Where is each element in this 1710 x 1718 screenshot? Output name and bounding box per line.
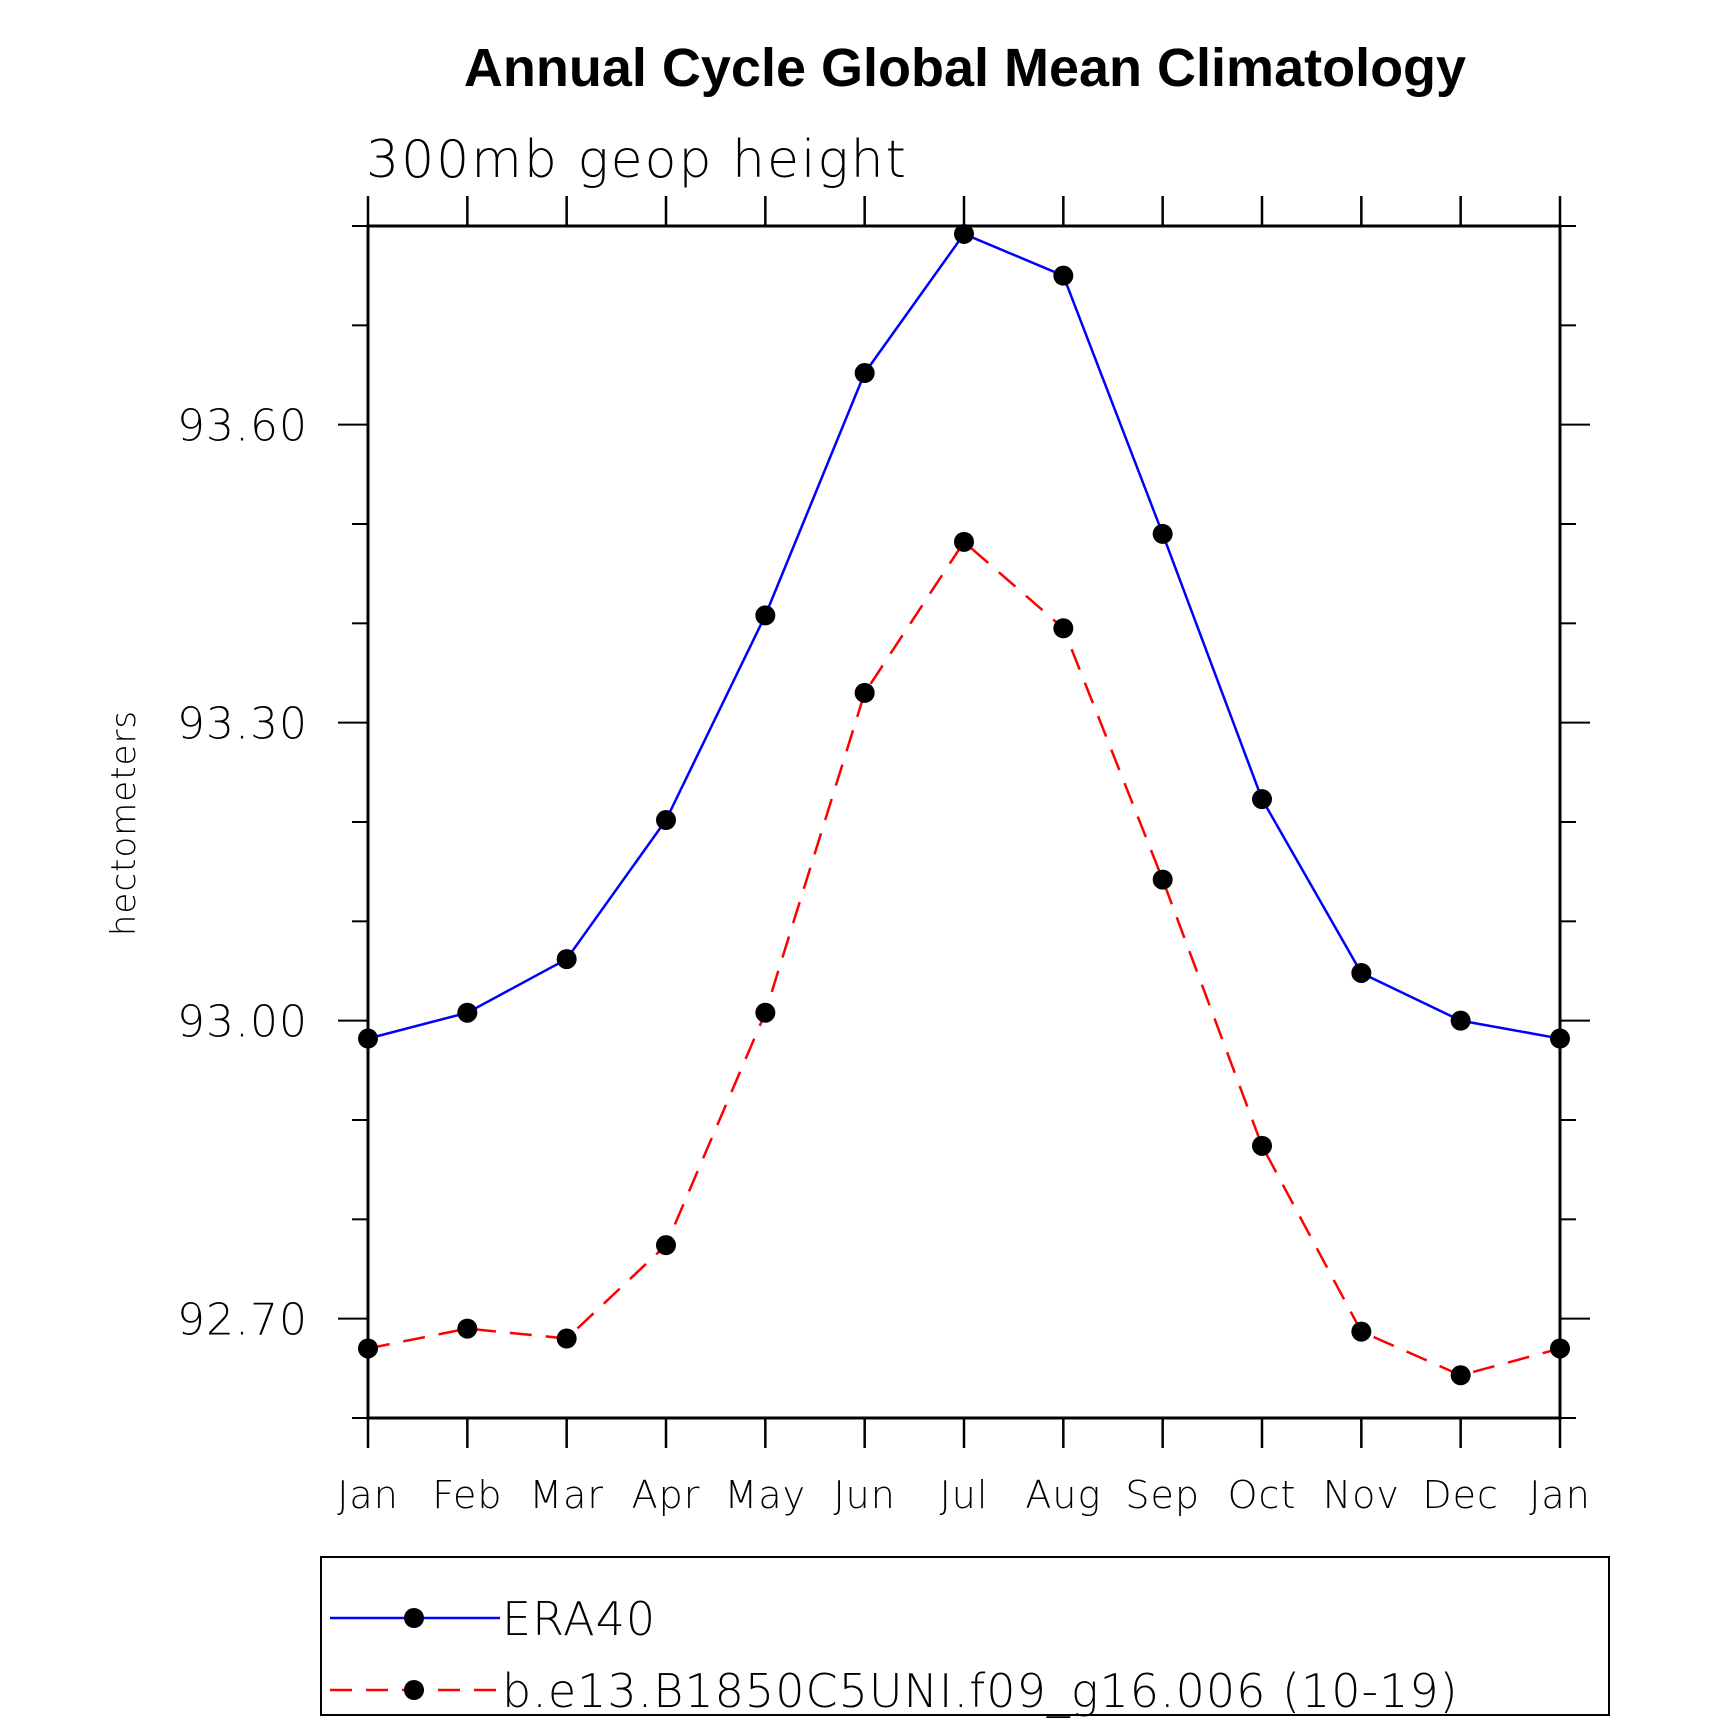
data-point [457, 1318, 478, 1339]
data-point [1450, 1010, 1471, 1031]
data-point [556, 949, 577, 970]
x-tick-label: Jan [1529, 1473, 1591, 1517]
data-point [1152, 869, 1173, 890]
data-point [556, 1328, 577, 1349]
data-point [954, 531, 974, 552]
plot-frame [366, 224, 1562, 1420]
data-point [358, 1028, 378, 1049]
legend: ERA40 b.e13.B1850C5UNI.f09_g16.006 (10-19… [330, 1592, 1459, 1718]
y-tick-label: 92.70 [177, 1295, 308, 1346]
x-tick-label: Aug [1025, 1473, 1101, 1517]
data-point [1550, 1338, 1570, 1359]
chart-title: Annual Cycle Global Mean Climatology [464, 38, 1466, 98]
legend-marker-1 [404, 1608, 424, 1628]
x-tick-label: Jan [337, 1473, 399, 1517]
y-tick-label: 93.60 [177, 401, 308, 452]
data-point [1252, 1135, 1272, 1156]
legend-label-1: ERA40 [502, 1592, 656, 1646]
data-point [358, 1338, 378, 1359]
y-tick-label: 93.00 [177, 997, 308, 1048]
x-tick-label: Sep [1125, 1473, 1200, 1517]
data-point [854, 682, 875, 703]
data-point [1351, 1321, 1372, 1342]
data-point [1053, 618, 1074, 639]
data-point [1152, 523, 1173, 544]
series-layer [358, 223, 1570, 1386]
data-point [1252, 789, 1272, 810]
x-tick-label: Oct [1228, 1473, 1297, 1517]
data-point [954, 223, 974, 244]
data-point [656, 810, 676, 831]
x-tick-label: Feb [432, 1473, 502, 1517]
data-point [755, 605, 776, 626]
series-line-2 [367, 539, 1561, 1377]
data-point [1351, 962, 1372, 983]
legend-box [320, 1556, 1610, 1716]
x-tick-label: Mar [529, 1473, 604, 1517]
data-point [457, 1002, 478, 1023]
data-point [1450, 1365, 1471, 1386]
legend-marker-2 [404, 1680, 424, 1700]
x-tick-label: Apr [632, 1473, 701, 1517]
legend-label-2: b.e13.B1850C5UNI.f09_g16.006 (10-19) [502, 1664, 1459, 1718]
chart-subtitle: 300mb geop height [366, 130, 908, 190]
series-line-1 [367, 232, 1561, 1040]
plot-axes: Jan Feb Mar Apr May Jun Jul Aug Sep Oct Nov Dec Jan 9… [177, 196, 1591, 1517]
data-point [1550, 1028, 1570, 1049]
x-tick-label: Dec [1422, 1473, 1499, 1517]
data-point [1053, 265, 1074, 286]
data-point [854, 363, 875, 384]
y-axis-label: hectometers [104, 710, 144, 936]
x-tick-label: Jun [833, 1473, 895, 1517]
data-point [656, 1235, 676, 1256]
x-tick-label: Nov [1323, 1473, 1400, 1517]
x-tick-label: Jul [940, 1473, 989, 1517]
data-point [755, 1002, 776, 1023]
x-tick-label: May [725, 1473, 807, 1517]
y-tick-label: 93.30 [177, 699, 308, 750]
